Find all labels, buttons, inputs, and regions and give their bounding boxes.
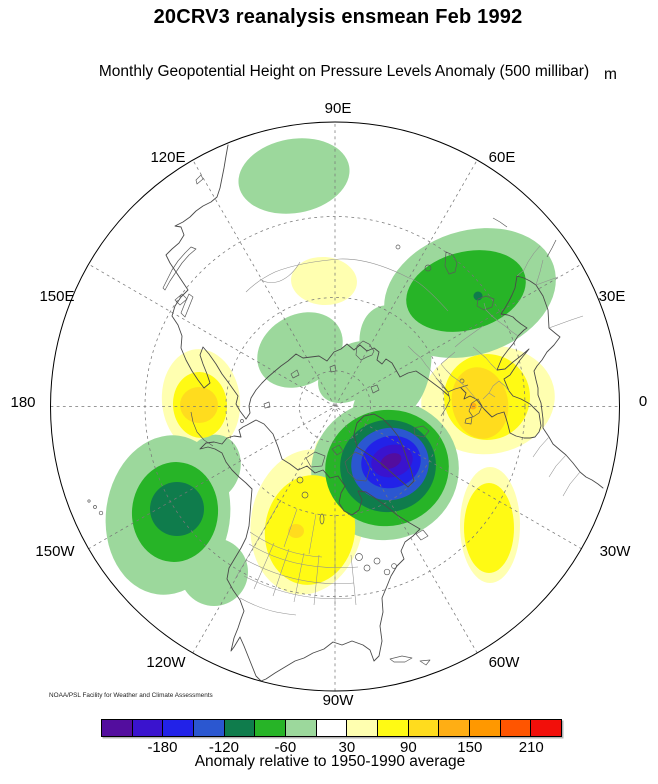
colorbar-swatch-13 xyxy=(499,720,531,736)
lon-label-60E: 60E xyxy=(489,149,516,166)
colorbar-tick--180: -180 xyxy=(147,739,178,756)
colorbar-swatch-0 xyxy=(102,720,132,736)
colorbar-swatch-10 xyxy=(407,720,439,736)
colorbar-swatch-5 xyxy=(254,720,286,736)
colorbar xyxy=(101,719,562,737)
colorbar-tick--60: -60 xyxy=(274,739,297,756)
map-boundary-circle xyxy=(50,121,620,692)
lon-label-150E: 150E xyxy=(39,288,74,305)
colorbar-swatch-8 xyxy=(346,720,378,736)
colorbar-tick-30: 30 xyxy=(338,739,356,756)
colorbar-swatch-4 xyxy=(223,720,255,736)
colorbar-swatch-2 xyxy=(162,720,194,736)
lon-label-90W: 90W xyxy=(323,692,355,709)
colorbar-swatch-7 xyxy=(315,720,347,736)
colorbar-swatch-1 xyxy=(131,720,163,736)
lon-label-90E: 90E xyxy=(325,100,352,117)
page-title: 20CRV3 reanalysis ensmean Feb 1992 xyxy=(153,6,523,28)
colorbar-caption: Anomaly relative to 1950-1990 average xyxy=(194,753,466,770)
longitude-labels: 90E 120E 60E 150E 30E 180 0 150W 30W 120W 60W 90W xyxy=(10,100,647,709)
colorbar-swatch-3 xyxy=(193,720,224,736)
lon-label-150W: 150W xyxy=(35,543,75,560)
anomaly-fill-contours xyxy=(105,138,556,606)
lon-label-30E: 30E xyxy=(599,288,626,305)
credit-text: NOAA/PSL Facility for Weather and Climat… xyxy=(49,692,213,699)
units-label: m xyxy=(604,66,617,83)
colorbar-tick-210: 210 xyxy=(518,739,544,756)
country-borders xyxy=(234,245,584,616)
lon-label-120E: 120E xyxy=(150,149,185,166)
coastlines xyxy=(87,144,604,682)
colorbar-swatch-14 xyxy=(530,720,562,736)
colorbar-swatch-11 xyxy=(438,720,470,736)
colorbar-tick--120: -120 xyxy=(208,739,239,756)
lon-label-180: 180 xyxy=(10,394,35,411)
plot-subtitle: Monthly Geopotential Height on Pressure … xyxy=(98,63,590,80)
colorbar-swatch-9 xyxy=(377,720,408,736)
colorbar-swatch-12 xyxy=(469,720,500,736)
lon-label-60W: 60W xyxy=(489,654,521,671)
colorbar-tick-150: 150 xyxy=(457,739,483,756)
colorbar-swatch-6 xyxy=(285,720,316,736)
lon-label-120W: 120W xyxy=(146,654,186,671)
lon-label-30W: 30W xyxy=(600,543,632,560)
lon-label-0: 0 xyxy=(639,393,647,410)
colorbar-tick-90: 90 xyxy=(399,739,417,756)
